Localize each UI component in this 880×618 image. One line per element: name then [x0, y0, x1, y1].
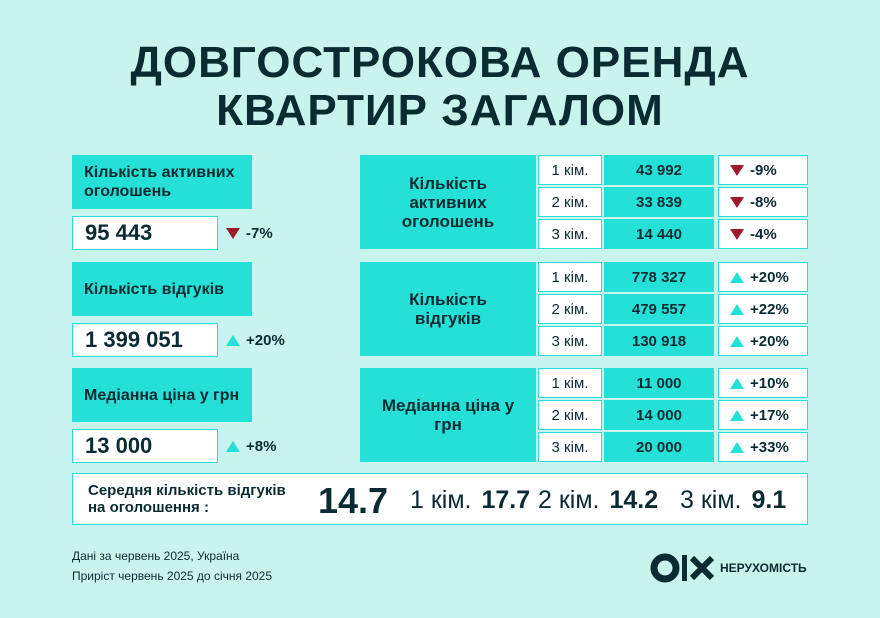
- room: 1 кім.: [538, 368, 602, 398]
- room: 1 кім.: [538, 262, 602, 292]
- table-label: Медіанна ціна у грн: [360, 368, 536, 462]
- row-value: 479 557: [604, 294, 714, 324]
- card-label: Медіанна ціна у грн: [72, 368, 252, 422]
- room: 2 кім.: [538, 187, 602, 217]
- change: -4%: [730, 219, 777, 249]
- change-text: +22%: [750, 300, 789, 318]
- room: 3 кім.: [538, 432, 602, 462]
- trend-arrow: [730, 228, 744, 240]
- change: -7%: [226, 216, 273, 250]
- brand: НЕРУХОМІСТЬ: [720, 561, 807, 575]
- row-value: 43 992: [604, 155, 714, 185]
- change: +20%: [730, 262, 789, 292]
- summary-overall: 14.7: [318, 480, 389, 521]
- card-label: Кількість відгуків: [72, 262, 252, 316]
- row-value: 778 327: [604, 262, 714, 292]
- change-text: +17%: [750, 406, 789, 424]
- summary-label: Середня кількість відгуків на оголошення…: [88, 482, 286, 516]
- table-label: Кількість відгуків: [360, 262, 536, 356]
- room: 2 кім.: [538, 294, 602, 324]
- olx-logo: [650, 553, 715, 583]
- table-label: Кількість активних оголошень: [360, 155, 536, 249]
- summary-item: 1 кім. 17.7: [410, 484, 530, 516]
- change-text: +33%: [750, 438, 789, 456]
- row-value: 130 918: [604, 326, 714, 356]
- change-cell: [718, 432, 808, 462]
- change-text: +20%: [750, 332, 789, 350]
- row-value: 14 440: [604, 219, 714, 249]
- room: 1 кім.: [538, 155, 602, 185]
- card-value: 13 000: [72, 429, 218, 463]
- change-text: +20%: [246, 331, 285, 349]
- row-value: 20 000: [604, 432, 714, 462]
- footnote: Приріст червень 2025 до січня 2025: [72, 569, 273, 583]
- change: +8%: [226, 429, 276, 463]
- title-line: ДОВГОСТРОКОВА ОРЕНДА: [130, 38, 750, 87]
- trend-arrow: [730, 335, 744, 347]
- change-text: -9%: [750, 161, 777, 179]
- trend-arrow: [730, 303, 744, 315]
- title-line: КВАРТИР ЗАГАЛОМ: [216, 86, 664, 135]
- footnote: Дані за червень 2025, Україна: [72, 549, 240, 563]
- change: +22%: [730, 294, 789, 324]
- avg-value: 17.7: [481, 485, 531, 514]
- change: -9%: [730, 155, 777, 185]
- change-text: +10%: [750, 374, 789, 392]
- card-value: 1 399 051: [72, 323, 218, 357]
- room: 1 кім.: [410, 485, 472, 514]
- change: +20%: [226, 323, 285, 357]
- room: 2 кім.: [538, 485, 600, 514]
- trend-arrow: [730, 164, 744, 176]
- row-value: 11 000: [604, 368, 714, 398]
- room: 2 кім.: [538, 400, 602, 430]
- summary-item: 3 кім. 9.1: [680, 484, 786, 516]
- trend-arrow: [730, 196, 744, 208]
- trend-arrow: [226, 227, 240, 239]
- card-value: 95 443: [72, 216, 218, 250]
- trend-arrow: [226, 334, 240, 346]
- trend-arrow: [730, 441, 744, 453]
- trend-arrow: [730, 409, 744, 421]
- card-label: Кількість активних оголошень: [72, 155, 252, 209]
- trend-arrow: [226, 440, 240, 452]
- summary-item: 2 кім. 14.2: [538, 484, 658, 516]
- trend-arrow: [730, 271, 744, 283]
- trend-arrow: [730, 377, 744, 389]
- change: +17%: [730, 400, 789, 430]
- change-text: -4%: [750, 225, 777, 243]
- change: +20%: [730, 326, 789, 356]
- avg-value: 9.1: [751, 485, 787, 514]
- change-cell: [718, 326, 808, 356]
- room: 3 кім.: [680, 485, 742, 514]
- room: 3 кім.: [538, 219, 602, 249]
- change: +10%: [730, 368, 789, 398]
- change-text: +20%: [750, 268, 789, 286]
- row-value: 33 839: [604, 187, 714, 217]
- change-text: -7%: [246, 224, 273, 242]
- change-text: +8%: [246, 437, 277, 455]
- change: -8%: [730, 187, 777, 217]
- row-value: 14 000: [604, 400, 714, 430]
- room: 3 кім.: [538, 326, 602, 356]
- change-text: -8%: [750, 193, 777, 211]
- summary-box: [72, 473, 808, 525]
- avg-value: 14.2: [609, 485, 659, 514]
- change: +33%: [730, 432, 789, 462]
